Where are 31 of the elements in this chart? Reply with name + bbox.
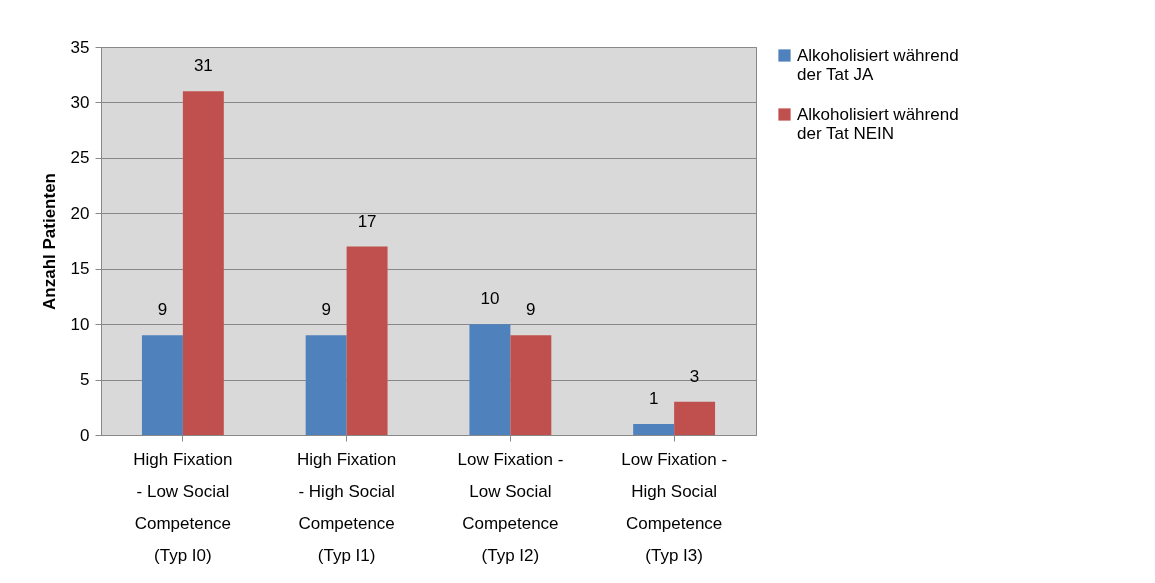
data-label: 9 bbox=[321, 300, 331, 320]
bar bbox=[346, 246, 388, 435]
bar bbox=[633, 423, 675, 435]
data-label: 9 bbox=[526, 300, 536, 320]
bar bbox=[305, 335, 347, 435]
bar bbox=[674, 401, 716, 435]
x-tick-label: Low Fixation - Low Social Competence (Typ I2) bbox=[457, 449, 564, 565]
data-label: 31 bbox=[193, 56, 213, 76]
y-tick-label: 5 bbox=[80, 370, 90, 390]
data-label: 9 bbox=[157, 300, 168, 320]
y-tick-label: 30 bbox=[70, 92, 90, 112]
bar bbox=[469, 324, 511, 435]
y-tick-label: 10 bbox=[70, 314, 90, 334]
x-tick-label: Low Fixation - High Social Competence (Typ I3) bbox=[621, 449, 728, 565]
x-tick-label: High Fixation - Low Social Competence (Typ I0) bbox=[133, 449, 233, 565]
y-tick-label: 15 bbox=[70, 259, 90, 279]
data-label: 17 bbox=[357, 211, 377, 231]
data-label: 1 bbox=[648, 388, 659, 408]
y-tick-label: 0 bbox=[80, 425, 90, 445]
legend-label: Alkoholisiert während der Tat JA bbox=[797, 45, 959, 84]
y-tick-label: 35 bbox=[70, 37, 90, 57]
y-tick-label: 25 bbox=[70, 148, 90, 168]
bar bbox=[182, 91, 224, 435]
bar bbox=[510, 335, 552, 435]
x-tick-label: High Fixation - High Social Competence (Typ I1) bbox=[297, 449, 397, 565]
bar bbox=[141, 335, 183, 435]
legend-label: Alkoholisiert während der Tat NEIN bbox=[797, 104, 959, 143]
y-axis-title: Anzahl Patienten bbox=[39, 173, 59, 310]
data-label: 10 bbox=[480, 289, 500, 309]
data-label: 3 bbox=[689, 366, 700, 386]
y-tick-label: 20 bbox=[70, 203, 90, 223]
